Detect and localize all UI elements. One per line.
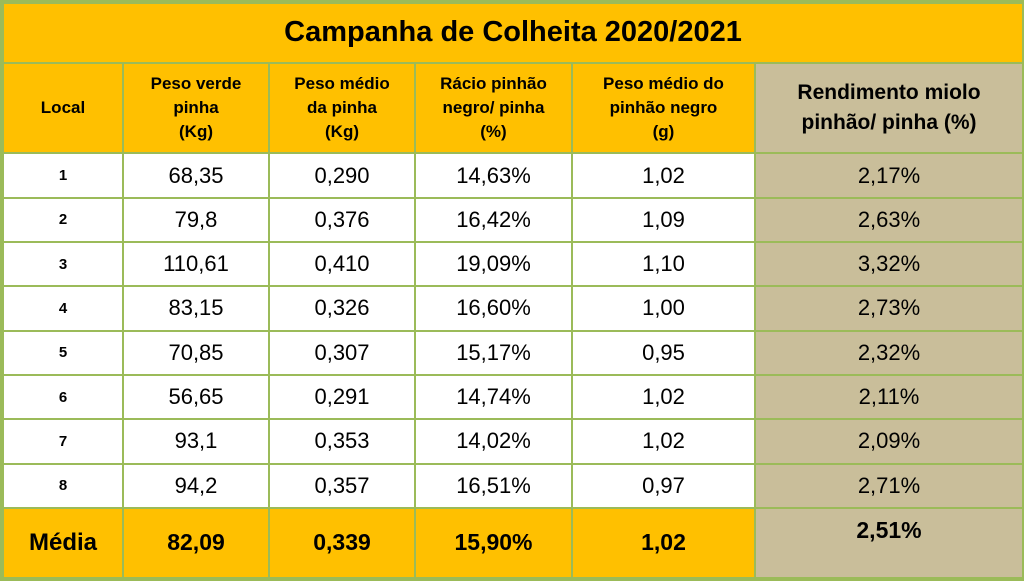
- cell-racio: 15,17%: [414, 329, 573, 376]
- average-label: Média: [2, 506, 124, 580]
- header-line: (Kg): [325, 122, 359, 142]
- cell-local: 6: [2, 373, 124, 421]
- header-line: Peso médio: [294, 74, 390, 94]
- table-row: 3 110,61 0,410 19,09% 1,10 3,32%: [2, 241, 1024, 288]
- cell-racio: 16,42%: [414, 196, 573, 244]
- cell-peso-medio: 0,291: [268, 373, 416, 421]
- header-line: (Kg): [179, 122, 213, 142]
- header-line: Peso médio do: [603, 74, 724, 94]
- header-peso-pinhao: Peso médio do pinhão negro (g): [571, 61, 756, 155]
- header-line: pinhão/ pinha (%): [801, 111, 977, 135]
- cell-local: 5: [2, 329, 124, 376]
- cell-racio: 14,74%: [414, 373, 573, 421]
- cell-peso-medio: 0,290: [268, 152, 416, 199]
- header-row: Local Peso verde pinha (Kg) Peso médio d…: [2, 61, 1024, 155]
- cell-rendimento: 2,63%: [753, 196, 1024, 244]
- cell-local: 1: [2, 152, 124, 199]
- header-racio: Rácio pinhão negro/ pinha (%): [414, 61, 573, 155]
- cell-peso-pinhao: 0,97: [571, 462, 756, 509]
- table-row: 6 56,65 0,291 14,74% 1,02 2,11%: [2, 373, 1024, 421]
- average-row: Média 82,09 0,339 15,90% 1,02 2,51%: [2, 506, 1024, 580]
- cell-local: 8: [2, 462, 124, 509]
- cell-racio: 16,51%: [414, 462, 573, 509]
- cell-peso-pinhao: 1,00: [571, 285, 756, 332]
- cell-racio: 14,02%: [414, 418, 573, 465]
- cell-rendimento: 2,17%: [753, 152, 1024, 199]
- table-row: 2 79,8 0,376 16,42% 1,09 2,63%: [2, 196, 1024, 244]
- header-line: pinha: [173, 98, 219, 118]
- cell-peso-verde: 83,15: [122, 285, 270, 332]
- cell-peso-medio: 0,357: [268, 462, 416, 509]
- cell-rendimento: 2,32%: [753, 329, 1024, 376]
- cell-peso-medio: 0,376: [268, 196, 416, 244]
- table-row: 8 94,2 0,357 16,51% 0,97 2,71%: [2, 462, 1024, 509]
- header-line: (%): [480, 122, 507, 142]
- average-rendimento: 2,51%: [753, 506, 1024, 580]
- header-line: Rácio pinhão: [440, 74, 547, 94]
- cell-local: 7: [2, 418, 124, 465]
- average-peso-verde: 82,09: [122, 506, 270, 580]
- cell-racio: 16,60%: [414, 285, 573, 332]
- cell-rendimento: 3,32%: [753, 241, 1024, 288]
- cell-peso-verde: 68,35: [122, 152, 270, 199]
- cell-peso-verde: 93,1: [122, 418, 270, 465]
- cell-racio: 19,09%: [414, 241, 573, 288]
- average-racio: 15,90%: [414, 506, 573, 580]
- header-line: (g): [652, 122, 675, 142]
- header-line: Rendimento miolo: [797, 81, 981, 105]
- header-line: pinhão negro: [609, 98, 718, 118]
- header-line: Peso verde: [150, 74, 242, 94]
- cell-peso-medio: 0,410: [268, 241, 416, 288]
- table-title: Campanha de Colheita 2020/2021: [1, 2, 1024, 64]
- header-line: da pinha: [307, 98, 377, 118]
- header-peso-medio: Peso médio da pinha (Kg): [268, 61, 416, 155]
- cell-racio: 14,63%: [414, 152, 573, 199]
- table-row: 1 68,35 0,290 14,63% 1,02 2,17%: [2, 152, 1024, 199]
- cell-rendimento: 2,73%: [753, 285, 1024, 332]
- cell-peso-verde: 70,85: [122, 329, 270, 376]
- average-peso-medio: 0,339: [268, 506, 416, 580]
- header-rendimento: Rendimento miolo pinhão/ pinha (%): [753, 61, 1024, 155]
- header-peso-verde: Peso verde pinha (Kg): [122, 61, 270, 155]
- cell-rendimento: 2,11%: [753, 373, 1024, 421]
- average-peso-pinhao: 1,02: [571, 506, 756, 580]
- cell-rendimento: 2,71%: [753, 462, 1024, 509]
- cell-peso-medio: 0,307: [268, 329, 416, 376]
- cell-peso-verde: 94,2: [122, 462, 270, 509]
- cell-peso-pinhao: 1,10: [571, 241, 756, 288]
- cell-local: 4: [2, 285, 124, 332]
- cell-peso-pinhao: 1,02: [571, 152, 756, 199]
- cell-peso-pinhao: 0,95: [571, 329, 756, 376]
- cell-peso-pinhao: 1,02: [571, 418, 756, 465]
- cell-peso-verde: 110,61: [122, 241, 270, 288]
- cell-peso-pinhao: 1,02: [571, 373, 756, 421]
- cell-rendimento: 2,09%: [753, 418, 1024, 465]
- table-row: 5 70,85 0,307 15,17% 0,95 2,32%: [2, 329, 1024, 376]
- cell-peso-verde: 79,8: [122, 196, 270, 244]
- cell-local: 3: [2, 241, 124, 288]
- cell-local: 2: [2, 196, 124, 244]
- header-local: Local: [2, 61, 124, 155]
- table-row: 4 83,15 0,326 16,60% 1,00 2,73%: [2, 285, 1024, 332]
- cell-peso-medio: 0,353: [268, 418, 416, 465]
- cell-peso-medio: 0,326: [268, 285, 416, 332]
- cell-peso-pinhao: 1,09: [571, 196, 756, 244]
- table-row: 7 93,1 0,353 14,02% 1,02 2,09%: [2, 418, 1024, 465]
- cell-peso-verde: 56,65: [122, 373, 270, 421]
- header-line: negro/ pinha: [442, 98, 545, 118]
